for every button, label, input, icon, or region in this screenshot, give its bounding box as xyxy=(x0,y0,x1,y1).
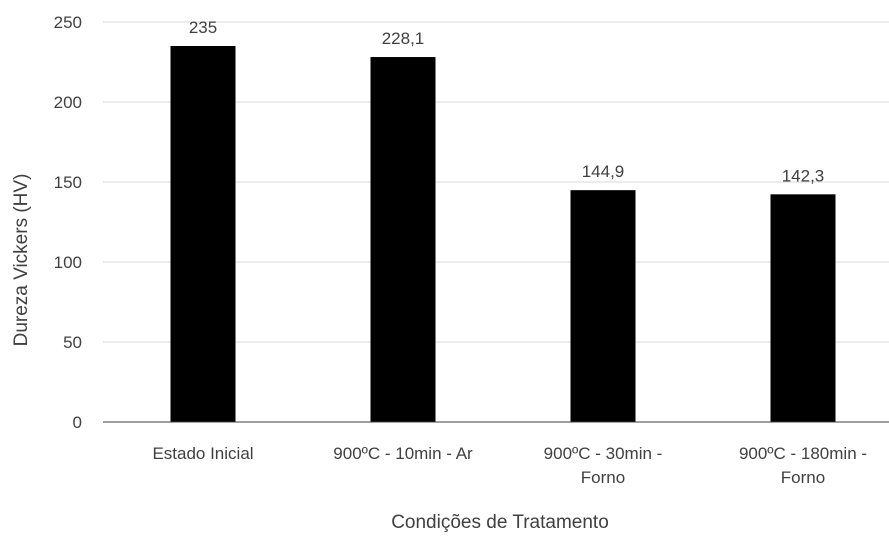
category-label-line: Estado Inicial xyxy=(152,444,253,463)
data-label: 228,1 xyxy=(382,29,425,48)
y-tick-label: 250 xyxy=(54,13,82,32)
category-label-line: 900ºC - 10min - Ar xyxy=(333,444,473,463)
y-axis-title: Dureza Vickers (HV) xyxy=(11,174,32,347)
y-axis-ticks: 0 50 100 150 200 250 xyxy=(54,13,82,432)
y-tick-label: 0 xyxy=(73,413,82,432)
x-axis-categories: Estado Inicial 900ºC - 10min - Ar 900ºC - … xyxy=(152,444,867,487)
data-label: 142,3 xyxy=(782,166,825,185)
data-label: 144,9 xyxy=(582,162,625,181)
bar xyxy=(170,46,236,422)
category-label: Estado Inicial xyxy=(152,444,253,463)
data-labels: 235 228,1 144,9 142,3 xyxy=(189,18,824,185)
category-label-line: 900ºC - 180min - xyxy=(739,444,867,463)
category-label-line: Forno xyxy=(581,468,625,487)
category-label: 900ºC - 30min - Forno xyxy=(544,444,663,487)
bars xyxy=(170,46,836,422)
y-tick-label: 150 xyxy=(54,173,82,192)
category-label-line: Forno xyxy=(781,468,825,487)
y-tick-label: 50 xyxy=(63,333,82,352)
y-tick-label: 200 xyxy=(54,93,82,112)
category-label: 900ºC - 10min - Ar xyxy=(333,444,473,463)
data-label: 235 xyxy=(189,18,217,37)
x-axis-title: Condições de Tratamento xyxy=(391,512,609,533)
bar xyxy=(770,194,836,422)
category-label-line: 900ºC - 30min - xyxy=(544,444,663,463)
bar xyxy=(570,190,636,422)
bar xyxy=(370,57,436,422)
y-tick-label: 100 xyxy=(54,253,82,272)
category-label: 900ºC - 180min - Forno xyxy=(739,444,867,487)
